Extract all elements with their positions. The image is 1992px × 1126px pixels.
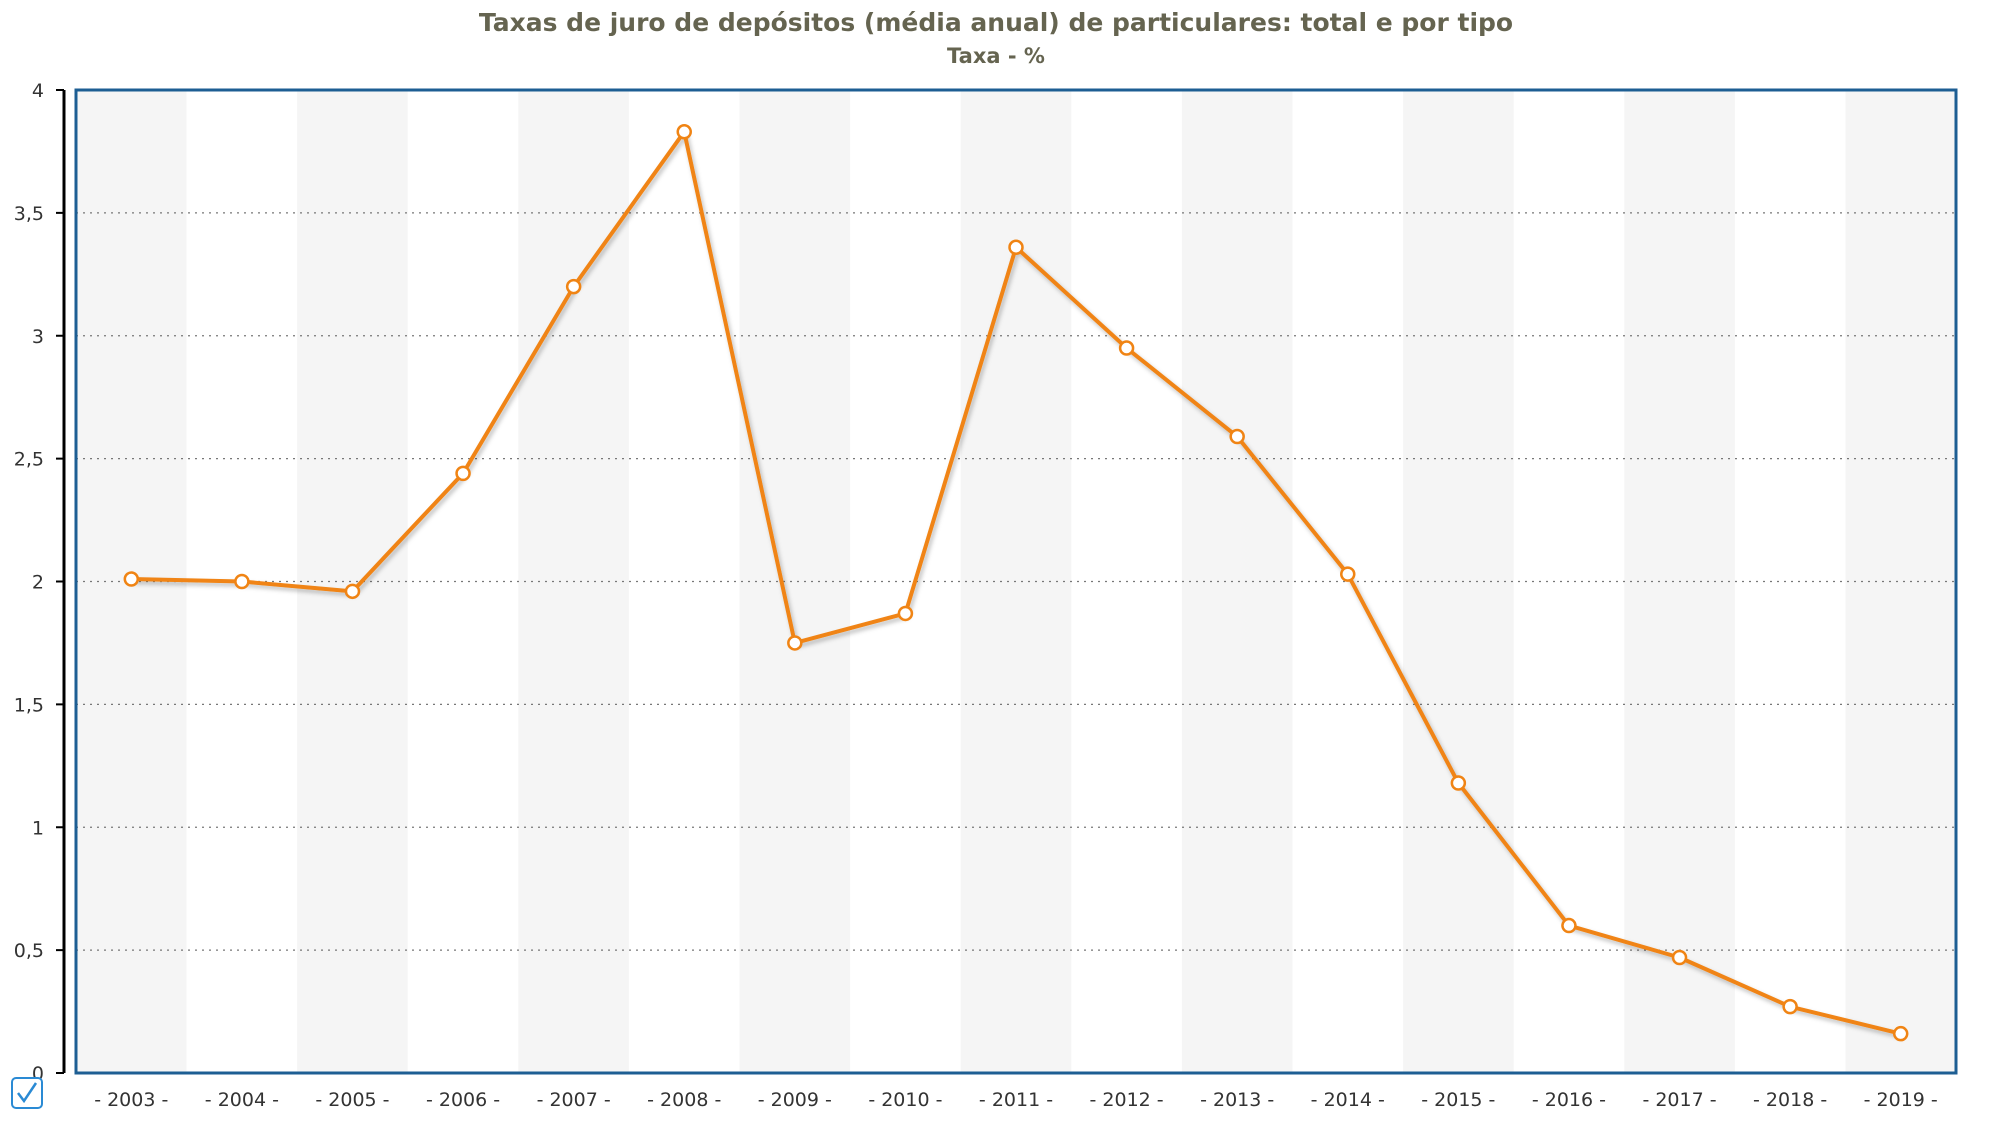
x-tick-label: - 2011 -	[979, 1089, 1053, 1111]
data-point[interactable]	[1892, 1025, 1909, 1042]
data-point[interactable]	[1561, 917, 1577, 934]
x-tick-label: - 2006 -	[426, 1089, 500, 1111]
y-tick-label: 4	[32, 80, 44, 102]
x-tick-label: - 2014 -	[1311, 1089, 1385, 1111]
data-point[interactable]	[897, 605, 914, 622]
data-point[interactable]	[1450, 775, 1467, 791]
data-point[interactable]	[676, 124, 692, 140]
data-point[interactable]	[787, 635, 803, 651]
x-tick-label: - 2012 -	[1090, 1089, 1164, 1111]
series-toggle-checkbox[interactable]	[11, 1077, 43, 1109]
plot-frame	[74, 88, 1958, 1075]
x-tick-label: - 2015 -	[1421, 1089, 1495, 1111]
category-band	[960, 90, 1072, 1073]
y-tick-label: 3,5	[14, 203, 44, 225]
chart-subtitle: Taxa - %	[947, 44, 1045, 68]
x-tick-label: - 2008 -	[647, 1089, 721, 1111]
y-tick-label: 1	[32, 817, 44, 839]
chart-title: Taxas de juro de depósitos (média anual)…	[478, 8, 1514, 37]
category-band	[1845, 90, 1956, 1073]
y-tick-label: 3	[32, 326, 44, 348]
data-point[interactable]	[455, 465, 471, 482]
x-tick-label: - 2013 -	[1200, 1089, 1274, 1111]
category-band	[1181, 90, 1293, 1073]
category-band	[739, 90, 851, 1073]
x-axis: - 2003 - - 2004 - - 2005 - - 2006 - - 2007 -…	[94, 1089, 1938, 1111]
x-tick-label: - 2017 -	[1642, 1089, 1716, 1111]
data-point[interactable]	[234, 573, 250, 590]
checkmark-icon	[17, 1082, 38, 1104]
x-tick-label: - 2007 -	[537, 1089, 611, 1111]
y-tick-label: 2,5	[14, 449, 44, 471]
x-tick-label: - 2018 -	[1753, 1089, 1827, 1111]
data-point[interactable]	[1671, 949, 1688, 966]
data-point[interactable]	[1008, 239, 1024, 256]
data-point[interactable]	[344, 583, 361, 600]
data-point[interactable]	[1340, 566, 1356, 582]
x-tick-label: - 2003 -	[94, 1089, 168, 1111]
x-tick-label: - 2019 -	[1864, 1089, 1938, 1111]
data-point[interactable]	[1782, 998, 1798, 1015]
series-group	[123, 124, 1909, 1042]
data-point[interactable]	[1229, 428, 1245, 445]
x-tick-label: - 2004 -	[205, 1089, 279, 1111]
x-tick-label: - 2010 -	[868, 1089, 942, 1111]
y-tick-label: 1,5	[14, 694, 44, 716]
y-tick-label: 0,5	[14, 940, 44, 962]
data-point[interactable]	[123, 571, 140, 587]
y-tick-label: 2	[32, 572, 44, 594]
data-point[interactable]	[565, 278, 582, 295]
x-tick-label: - 2005 -	[315, 1089, 389, 1111]
x-tick-label: - 2009 -	[758, 1089, 832, 1111]
x-tick-label: - 2016 -	[1532, 1089, 1606, 1111]
data-point[interactable]	[1118, 340, 1135, 356]
plot-background-bands	[76, 90, 1956, 1073]
y-axis: 00,511,522,533,54	[14, 80, 64, 1085]
